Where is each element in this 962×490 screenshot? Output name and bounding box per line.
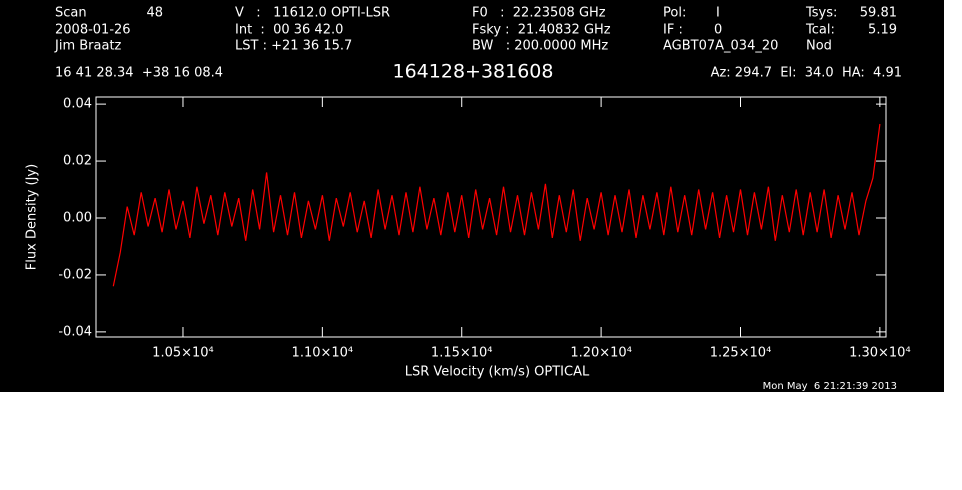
plot-background xyxy=(0,0,944,392)
header-text: 0 xyxy=(714,23,722,38)
x-tick-label: 1.20×10⁴ xyxy=(570,346,632,361)
header-text: 16 41 28.34 +38 16 08.4 xyxy=(55,66,223,81)
header-text: Jim Braatz xyxy=(54,39,122,54)
header-text: AGBT07A_034_20 xyxy=(663,39,778,54)
header-text: 5.19 xyxy=(868,23,897,38)
header-text: Int : 00 36 42.0 xyxy=(235,23,343,38)
header-text: BW : 200.0000 MHz xyxy=(472,39,608,54)
y-tick-label: 0.02 xyxy=(63,154,92,169)
x-tick-label: 1.05×10⁴ xyxy=(152,346,214,361)
x-axis-label: LSR Velocity (km/s) OPTICAL xyxy=(405,365,590,380)
plot-frame xyxy=(95,96,887,338)
spectrum-line xyxy=(112,123,881,287)
header-text: V : 11612.0 OPTI-LSR xyxy=(235,6,390,21)
header-text: LST : +21 36 15.7 xyxy=(235,39,352,54)
header-text: I xyxy=(716,6,720,21)
chart-title: 164128+381608 xyxy=(393,61,554,83)
header-text: Az: 294.7 El: 34.0 HA: 4.91 xyxy=(711,66,902,81)
x-tick-label: 1.10×10⁴ xyxy=(292,346,354,361)
header-text: 2008-01-26 xyxy=(55,23,131,38)
header-text: Tcal: xyxy=(805,23,835,38)
y-axis-label: Flux Density (Jy) xyxy=(25,164,40,270)
y-tick-label: -0.02 xyxy=(58,267,92,282)
header-text: 48 xyxy=(146,6,163,21)
x-tick-label: 1.15×10⁴ xyxy=(431,346,493,361)
y-tick-label: 0.00 xyxy=(63,210,92,225)
header-text: F0 : 22.23508 GHz xyxy=(472,6,606,21)
header-text: Tsys: xyxy=(805,6,837,21)
header-text: Fsky : 21.40832 GHz xyxy=(472,23,611,38)
header-text: IF : xyxy=(663,23,683,38)
header-text: Pol: xyxy=(663,6,686,21)
header-text: Nod xyxy=(806,39,832,54)
y-tick-label: -0.04 xyxy=(58,324,92,339)
header-text: 59.81 xyxy=(860,6,897,21)
y-tick-label: 0.04 xyxy=(63,97,92,112)
header-text: Scan xyxy=(55,6,87,21)
x-tick-label: 1.30×10⁴ xyxy=(849,346,911,361)
timestamp: Mon May 6 21:21:39 2013 xyxy=(763,381,897,392)
x-tick-label: 1.25×10⁴ xyxy=(710,346,772,361)
